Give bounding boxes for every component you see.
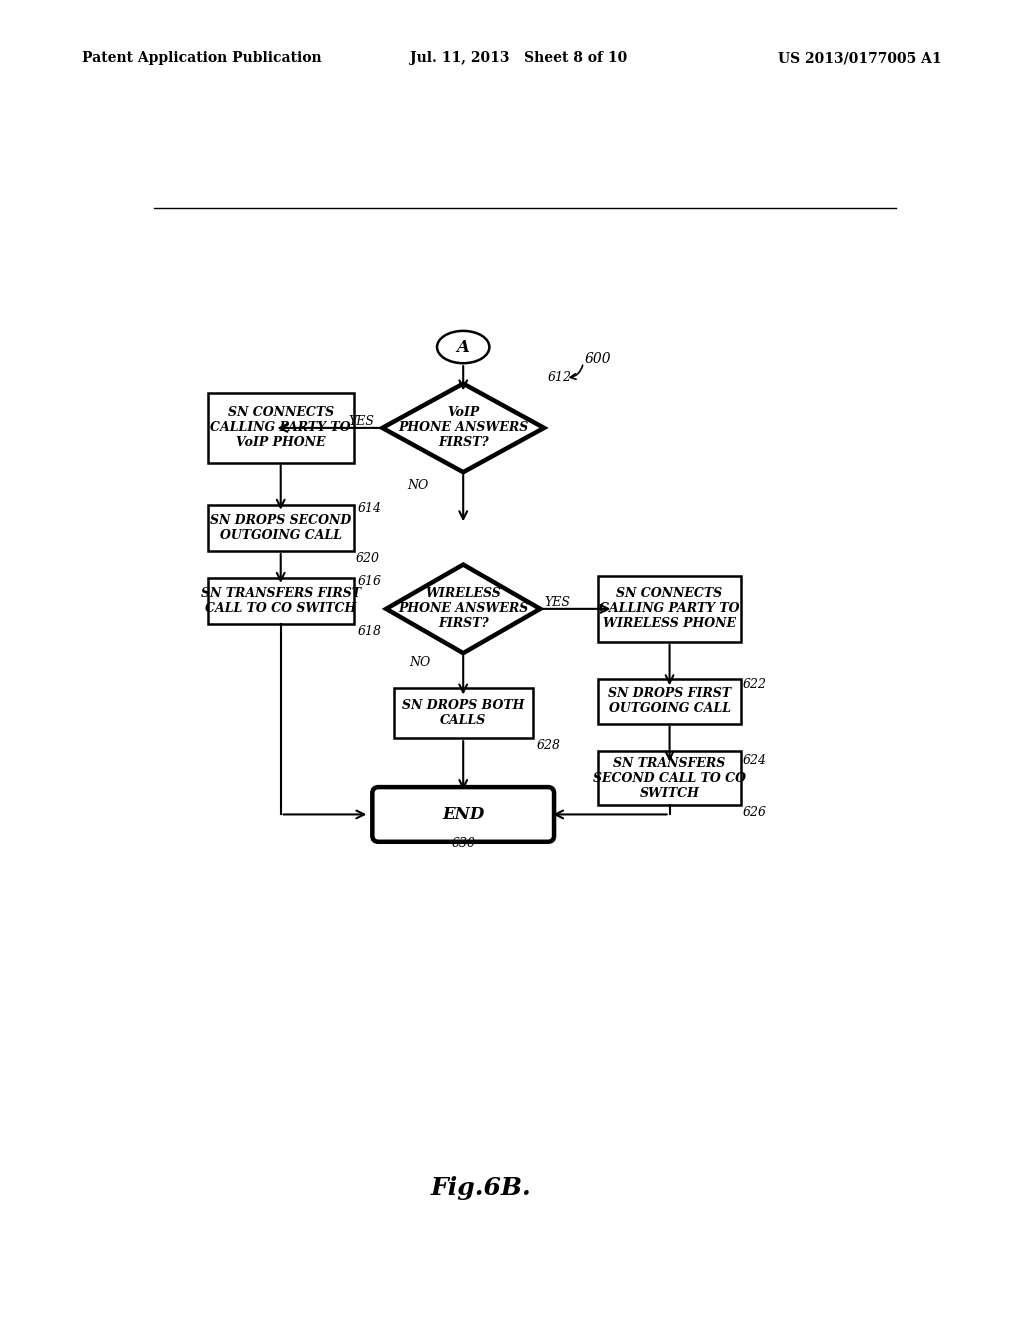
Text: Patent Application Publication: Patent Application Publication — [82, 51, 322, 65]
Text: 620: 620 — [356, 552, 380, 565]
Text: SN CONNECTS
CALLING PARTY TO
VoIP PHONE: SN CONNECTS CALLING PARTY TO VoIP PHONE — [211, 407, 351, 449]
Text: YES: YES — [348, 416, 375, 428]
Text: SN CONNECTS
CALLING PARTY TO
WIRELESS PHONE: SN CONNECTS CALLING PARTY TO WIRELESS PH… — [599, 587, 739, 631]
Text: US 2013/0177005 A1: US 2013/0177005 A1 — [778, 51, 942, 65]
FancyBboxPatch shape — [598, 678, 740, 723]
Text: 612: 612 — [548, 371, 571, 384]
Text: SN DROPS BOTH
CALLS: SN DROPS BOTH CALLS — [402, 698, 524, 727]
Text: NO: NO — [410, 656, 431, 669]
Text: 626: 626 — [742, 807, 767, 820]
FancyBboxPatch shape — [394, 688, 532, 738]
Text: SN DROPS FIRST
OUTGOING CALL: SN DROPS FIRST OUTGOING CALL — [608, 688, 731, 715]
FancyBboxPatch shape — [373, 787, 554, 842]
FancyBboxPatch shape — [208, 393, 354, 462]
Text: Jul. 11, 2013   Sheet 8 of 10: Jul. 11, 2013 Sheet 8 of 10 — [410, 51, 627, 65]
Text: END: END — [442, 807, 484, 822]
FancyBboxPatch shape — [208, 506, 354, 552]
Polygon shape — [386, 565, 541, 653]
Text: 618: 618 — [357, 626, 382, 639]
Text: 624: 624 — [742, 754, 767, 767]
Text: VoIP
PHONE ANSWERS
FIRST?: VoIP PHONE ANSWERS FIRST? — [398, 407, 528, 449]
Text: 630: 630 — [452, 837, 475, 850]
Text: 622: 622 — [742, 677, 767, 690]
Text: Fig.6B.: Fig.6B. — [431, 1176, 531, 1200]
Text: YES: YES — [544, 597, 570, 610]
FancyBboxPatch shape — [598, 751, 740, 805]
FancyBboxPatch shape — [598, 576, 740, 642]
Text: 616: 616 — [357, 576, 382, 589]
Ellipse shape — [437, 331, 489, 363]
FancyBboxPatch shape — [208, 578, 354, 624]
Polygon shape — [382, 384, 544, 473]
Text: NO: NO — [408, 479, 429, 492]
Text: 614: 614 — [357, 502, 382, 515]
Text: 628: 628 — [537, 739, 560, 752]
Text: A: A — [457, 338, 470, 355]
Text: SN TRANSFERS
SECOND CALL TO CO
SWITCH: SN TRANSFERS SECOND CALL TO CO SWITCH — [593, 756, 746, 800]
Text: WIRELESS
PHONE ANSWERS
FIRST?: WIRELESS PHONE ANSWERS FIRST? — [398, 587, 528, 631]
Text: SN DROPS SECOND
OUTGOING CALL: SN DROPS SECOND OUTGOING CALL — [210, 513, 351, 543]
Text: SN TRANSFERS FIRST
CALL TO CO SWITCH: SN TRANSFERS FIRST CALL TO CO SWITCH — [201, 587, 360, 615]
Text: 600: 600 — [585, 351, 611, 366]
